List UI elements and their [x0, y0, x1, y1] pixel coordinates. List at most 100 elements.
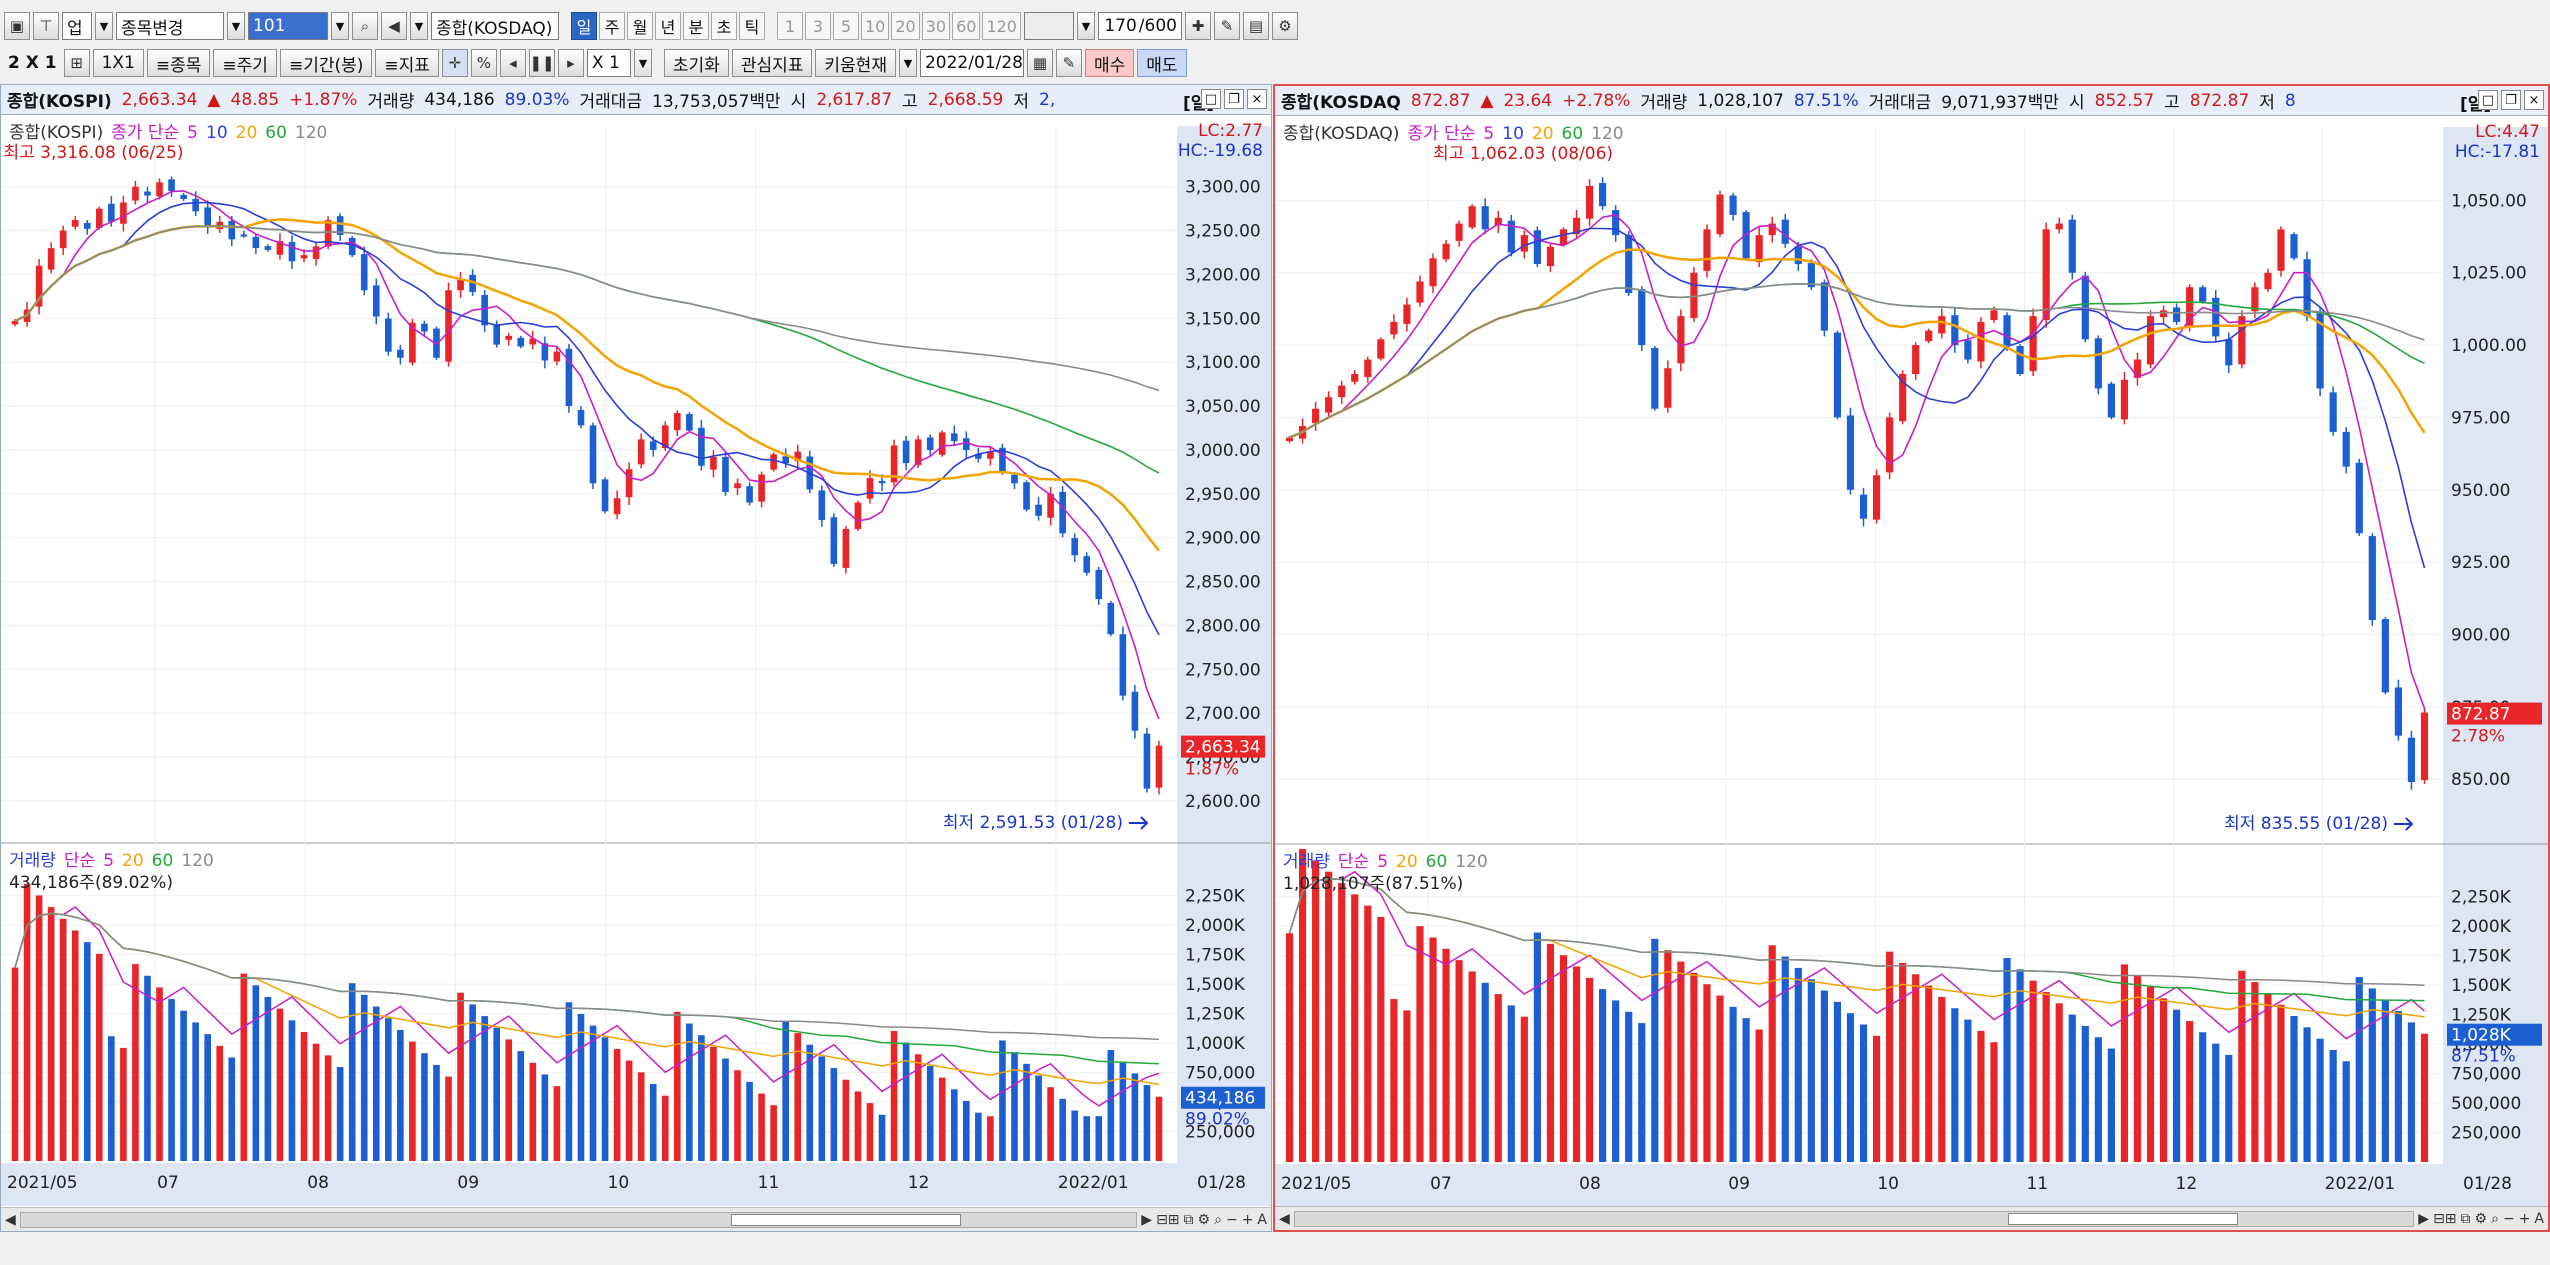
- mode-select[interactable]: 업: [62, 12, 92, 40]
- close-icon[interactable]: ×: [2524, 90, 2544, 110]
- one-by-one-button[interactable]: 1X1: [92, 49, 144, 77]
- range-button[interactable]: ≡기간(봉): [279, 49, 373, 77]
- interval-button[interactable]: 120: [982, 12, 1021, 40]
- interval-button[interactable]: 5: [833, 12, 859, 40]
- volume-bar: [2055, 1003, 2063, 1162]
- stock-button[interactable]: ≡종목: [146, 49, 211, 77]
- settings-icon[interactable]: ⚙: [2474, 1210, 2488, 1227]
- horizontal-scrollbar[interactable]: [19, 1211, 1138, 1228]
- interval-button[interactable]: 60: [952, 12, 981, 40]
- volume-bar: [1690, 972, 1698, 1162]
- pin-icon[interactable]: ⊤: [33, 12, 59, 40]
- chevron-down-icon[interactable]: ▼: [1076, 12, 1095, 40]
- chevron-down-icon[interactable]: ▼: [227, 12, 245, 40]
- sell-button[interactable]: 매도: [1137, 49, 1187, 77]
- candle: [2264, 268, 2272, 293]
- interval-button[interactable]: 3: [805, 12, 831, 40]
- indicator-button[interactable]: ≡지표: [375, 49, 439, 77]
- code-input[interactable]: 101: [248, 12, 328, 40]
- chevron-down-icon[interactable]: ▼: [410, 12, 428, 40]
- current-price: 2,663.34: [121, 89, 198, 110]
- amount-label: 거래대금: [579, 92, 643, 112]
- percent-button[interactable]: %: [470, 49, 497, 77]
- period-tab[interactable]: 틱: [739, 12, 765, 40]
- zoom-out-icon[interactable]: −: [1225, 1211, 1238, 1228]
- scroll-right-icon[interactable]: ▶: [2418, 1210, 2430, 1227]
- close-icon[interactable]: ×: [1247, 89, 1267, 109]
- scroll-thumb[interactable]: [2007, 1212, 2238, 1225]
- search-icon[interactable]: ⌕: [352, 12, 378, 40]
- volume-bar: [830, 1068, 838, 1161]
- reset-button[interactable]: 초기화: [663, 49, 729, 77]
- horizontal-scrollbar[interactable]: [1293, 1210, 2415, 1227]
- font-icon[interactable]: A: [2534, 1210, 2544, 1227]
- period-tab[interactable]: 초: [711, 12, 737, 40]
- draw-icon[interactable]: ✎: [1055, 49, 1082, 77]
- cycle-button[interactable]: ≡주기: [213, 49, 277, 77]
- buy-button[interactable]: 매수: [1084, 49, 1135, 77]
- search-icon[interactable]: ⌕: [2491, 1210, 2499, 1227]
- zoom-in-icon[interactable]: +: [1241, 1211, 1254, 1228]
- zoom-out-icon[interactable]: −: [2502, 1210, 2515, 1227]
- draw-icon[interactable]: ✎: [1213, 12, 1240, 40]
- maximize-icon[interactable]: □: [2478, 90, 2498, 110]
- volume-bar: [770, 1105, 777, 1161]
- interval-button[interactable]: 30: [921, 12, 951, 40]
- restore-icon[interactable]: ❐: [1224, 89, 1244, 109]
- candle: [674, 410, 681, 437]
- chart-canvas[interactable]: 3,300.00 3,250.00 3,200.00 3,150.00 3,100.00…: [1, 116, 1271, 1206]
- copy-icon[interactable]: ⧉: [2460, 1210, 2471, 1227]
- period-tab[interactable]: 분: [683, 12, 709, 40]
- chevron-down-icon[interactable]: ▼: [95, 12, 113, 40]
- prev-icon[interactable]: ◂: [499, 49, 526, 77]
- settings-icon[interactable]: ⚙: [1197, 1211, 1211, 1228]
- window-icon[interactable]: ▣: [4, 12, 30, 40]
- scroll-thumb[interactable]: [730, 1213, 961, 1226]
- maximize-icon[interactable]: □: [1201, 89, 1221, 109]
- calendar-icon[interactable]: ▦: [1026, 49, 1053, 77]
- chart-canvas[interactable]: 1,050.00 1,025.00 1,000.00 975.00 950.00 925.…: [1275, 117, 2548, 1207]
- interval-button[interactable]: 1: [777, 12, 803, 40]
- scroll-right-icon[interactable]: ▶: [1141, 1211, 1153, 1228]
- speaker-icon[interactable]: ◀: [381, 12, 407, 40]
- chevron-down-icon[interactable]: ▼: [633, 49, 652, 77]
- font-icon[interactable]: A: [1257, 1211, 1267, 1228]
- period-tab[interactable]: 년: [655, 12, 681, 40]
- gear-icon[interactable]: ⚙: [1271, 12, 1298, 40]
- candle: [264, 244, 272, 252]
- restore-icon[interactable]: ❐: [2501, 90, 2521, 110]
- price-tick: 3,250.00: [1185, 222, 1261, 242]
- interval-button[interactable]: 20: [891, 12, 920, 40]
- volume-bar: [1912, 974, 1920, 1162]
- scroll-left-icon[interactable]: ◀: [5, 1211, 16, 1228]
- save-icon[interactable]: ▤: [1242, 12, 1269, 40]
- volume-bar: [2068, 1014, 2076, 1162]
- interval-button[interactable]: 10: [861, 12, 890, 40]
- chevron-down-icon[interactable]: ▼: [898, 49, 917, 77]
- volume-bar: [1325, 871, 1333, 1162]
- market-name-field: 종합(KOSDAQ): [431, 12, 559, 40]
- count-field[interactable]: 170/600: [1097, 12, 1182, 40]
- pause-icon[interactable]: ❚❚: [528, 49, 555, 77]
- copy-icon[interactable]: ⧉: [1183, 1211, 1194, 1228]
- chevron-down-icon[interactable]: ▼: [331, 12, 349, 40]
- zoom-slider-icon[interactable]: ⊟⊞: [2433, 1210, 2457, 1227]
- crosshair-icon[interactable]: ✛: [441, 49, 468, 77]
- search-icon[interactable]: ⌕: [1214, 1211, 1222, 1228]
- tools-icon[interactable]: ✚: [1184, 12, 1211, 40]
- zoom-in-icon[interactable]: +: [2518, 1210, 2531, 1227]
- grid-icon[interactable]: ⊞: [63, 49, 90, 77]
- volume-bar: [1807, 979, 1815, 1162]
- stock-change-select[interactable]: 종목변경: [116, 12, 224, 40]
- period-tab[interactable]: 주: [599, 12, 625, 40]
- next-icon[interactable]: ▸: [557, 49, 584, 77]
- interval-custom-input[interactable]: [1023, 12, 1074, 40]
- kiwoom-button[interactable]: 키움현재: [815, 49, 896, 77]
- period-tab[interactable]: 월: [627, 12, 653, 40]
- period-tab[interactable]: 일: [571, 12, 597, 40]
- watch-indicator-button[interactable]: 관심지표: [731, 49, 813, 77]
- zoom-slider-icon[interactable]: ⊟⊞: [1156, 1211, 1180, 1228]
- date-input[interactable]: 2022/01/28: [919, 49, 1024, 77]
- multiplier-select[interactable]: X 1: [586, 49, 631, 77]
- scroll-left-icon[interactable]: ◀: [1279, 1210, 1290, 1227]
